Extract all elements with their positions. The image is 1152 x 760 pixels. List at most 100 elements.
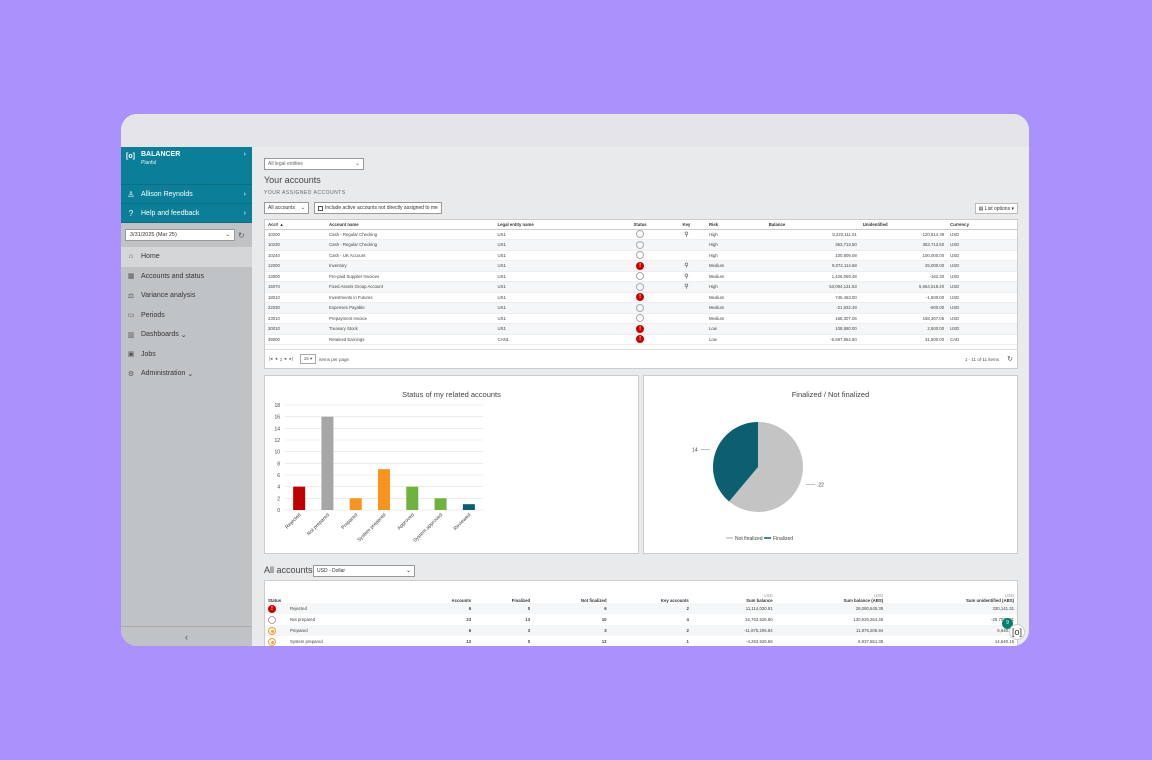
- pie-slice-finalized[interactable]: [713, 422, 758, 502]
- summary-link-cell[interactable]: 3: [533, 625, 610, 636]
- user-menu[interactable]: ♙ Allison Reynolds ›: [121, 185, 252, 204]
- table-cell: Medium: [705, 302, 766, 314]
- summary-link-cell[interactable]: 10: [601, 617, 607, 622]
- summary-link-cell[interactable]: 6: [533, 603, 610, 614]
- nav-item-variance-analysis[interactable]: ⚖ Variance analysis: [121, 286, 252, 306]
- bar-not-prepared[interactable]: [321, 416, 334, 510]
- column-header[interactable]: Unidentified: [859, 220, 948, 230]
- table-row[interactable]: 10200 Cash - Regular Checking US1 ⚲ High 5,22…: [265, 229, 1017, 240]
- table-row[interactable]: 18010 Investments in Futures US1! Medium 746…: [265, 292, 1017, 303]
- first-page-button[interactable]: |◂: [269, 356, 273, 361]
- chevron-down-icon: ⌄: [405, 568, 411, 574]
- y-tick-label: 18: [274, 403, 280, 409]
- include-active-checkbox[interactable]: Include active accounts not directly ass…: [314, 202, 442, 214]
- column-header[interactable]: Balance: [765, 220, 860, 230]
- summary-link-cell[interactable]: 13: [525, 617, 531, 622]
- table-row[interactable]: 10230 Cash - Regular Checking US1 High 363,7…: [265, 239, 1017, 251]
- table-cell: US1: [494, 292, 614, 303]
- summary-column-header: Key accounts: [610, 589, 692, 603]
- table-row[interactable]: 30010 Treasury Stock US1! Low 108,880.00 2,50…: [265, 323, 1017, 335]
- summary-link-cell[interactable]: 6: [412, 603, 475, 614]
- summary-link-cell[interactable]: 6: [412, 625, 475, 636]
- nav-item-jobs[interactable]: ▣ Jobs: [121, 345, 252, 365]
- summary-header-label: Sum balance: [746, 598, 773, 603]
- table-row[interactable]: 13000 Pre-paid Supplier Invoices US1 ⚲ Mediu…: [265, 271, 1017, 282]
- help-menu[interactable]: ? Help and feedback ›: [121, 204, 252, 223]
- column-header[interactable]: Key: [666, 220, 706, 230]
- table-cell: -600.00: [859, 302, 948, 314]
- summary-header-label: Finalized: [511, 598, 531, 603]
- x-tick-label: System approved: [412, 512, 444, 544]
- summary-link-cell[interactable]: 13: [466, 639, 472, 644]
- table-row[interactable]: 23010 Prepayment Invoice US1 Medium 168,307.…: [265, 313, 1017, 324]
- period-select[interactable]: 3/31/2025 (Mar 25) ⌄: [125, 229, 235, 241]
- x-tick-label: System prepared: [356, 512, 387, 543]
- summary-link-cell[interactable]: 0: [527, 639, 531, 644]
- status-chart-card: Status of my related accounts 0 2 4 6 8 10 12 1…: [264, 375, 639, 554]
- current-page[interactable]: 1: [279, 356, 283, 362]
- summary-link-cell[interactable]: 4: [686, 617, 689, 622]
- table-cell: Medium: [705, 260, 766, 272]
- account-filter-select[interactable]: All accounts ⌄: [264, 202, 309, 214]
- refresh-icon[interactable]: ↻: [238, 230, 245, 240]
- table-cell: 22030: [265, 302, 327, 314]
- status-label: Not prepared: [290, 617, 316, 622]
- column-header[interactable]: Legal entity name: [494, 220, 614, 230]
- table-row[interactable]: 10240 Cash - UK Account US1 High 100,809.08 1…: [265, 250, 1017, 261]
- list-options-button[interactable]: ▤ List options ▾: [974, 203, 1018, 214]
- table-cell: !: [613, 323, 667, 335]
- table-cell: !: [613, 260, 667, 272]
- nav-item-home[interactable]: ⌂ Home: [121, 247, 252, 267]
- currency-select[interactable]: USD - Dollar ⌄: [313, 565, 415, 577]
- table-cell: Inventory: [326, 260, 495, 272]
- bar-reviewed[interactable]: [462, 504, 475, 510]
- x-tick-label: Prepared: [340, 512, 359, 531]
- next-page-button[interactable]: ▸: [284, 356, 288, 361]
- refresh-icon[interactable]: ↻: [1007, 356, 1013, 363]
- summary-link-cell[interactable]: 13: [601, 639, 607, 644]
- bar-approved[interactable]: [406, 486, 419, 510]
- bar-prepared[interactable]: [349, 498, 362, 510]
- brand-menu[interactable]: [o] BALANCER Planful ›: [121, 147, 252, 185]
- nav-item-dashboards[interactable]: ▥ Dashboards ⌄: [121, 325, 252, 345]
- table-cell: US1: [494, 260, 614, 272]
- summary-link-cell[interactable]: 2: [609, 603, 692, 614]
- page-size-select[interactable]: 15 ▾: [299, 354, 317, 364]
- collapse-sidebar-button[interactable]: ‹: [121, 626, 252, 646]
- table-cell: Medium: [705, 313, 766, 324]
- nav-item-accounts-and-status[interactable]: ▦ Accounts and status: [121, 267, 252, 287]
- pie-slice-not-finalized[interactable]: [729, 422, 803, 512]
- bar-rejected[interactable]: [293, 486, 306, 510]
- legal-entity-select[interactable]: All legal entities ⌄: [264, 158, 364, 170]
- summary-column-header: USD Sum balance (ABS): [776, 589, 887, 603]
- summary-link-cell[interactable]: 2: [609, 625, 692, 636]
- table-row[interactable]: 15070 Fixed Assets Group Account US1 ⚲ High 5…: [265, 281, 1017, 293]
- summary-link-cell[interactable]: 1: [686, 639, 689, 644]
- table-cell: USD: [947, 250, 1017, 261]
- table-row[interactable]: 22030 Expenses Payable US1 Medium -21,932.49…: [265, 302, 1017, 314]
- column-header[interactable]: Currency: [947, 220, 1017, 230]
- bar-system-approved[interactable]: [434, 498, 447, 510]
- assistant-button[interactable]: [o]: [1009, 624, 1025, 640]
- table-cell: 12000: [265, 260, 327, 272]
- table-row[interactable]: 39000 Retained Earnings CAN1! Low -6,597,864…: [265, 334, 1017, 345]
- last-page-button[interactable]: ▸|: [289, 356, 293, 361]
- open-status-icon: [636, 282, 645, 291]
- prev-page-button[interactable]: ◂: [274, 356, 278, 361]
- column-header[interactable]: Risk: [705, 220, 766, 230]
- summary-link-cell[interactable]: 3: [474, 625, 534, 636]
- bar-system-prepared[interactable]: [378, 469, 390, 510]
- summary-link-cell[interactable]: 23: [466, 617, 472, 622]
- nav-item-administration[interactable]: ⚙ Administration ⌄: [121, 364, 252, 384]
- summary-link-cell[interactable]: 0: [474, 603, 534, 614]
- nav-item-label: Accounts and status: [141, 272, 205, 280]
- table-row[interactable]: 12000 Inventory US1! ⚲ Medium 9,072,114.58 25,…: [265, 260, 1017, 272]
- table-cell: High: [705, 250, 766, 261]
- column-header[interactable]: Acc# ▲: [265, 220, 327, 230]
- column-header[interactable]: Account name: [326, 220, 495, 230]
- table-cell: USD: [947, 281, 1017, 293]
- table-cell: 5,654,518.40: [859, 281, 948, 293]
- column-header[interactable]: Status: [613, 220, 667, 230]
- rejected-status-icon: !: [636, 335, 645, 344]
- nav-item-periods[interactable]: ▭ Periods: [121, 306, 252, 326]
